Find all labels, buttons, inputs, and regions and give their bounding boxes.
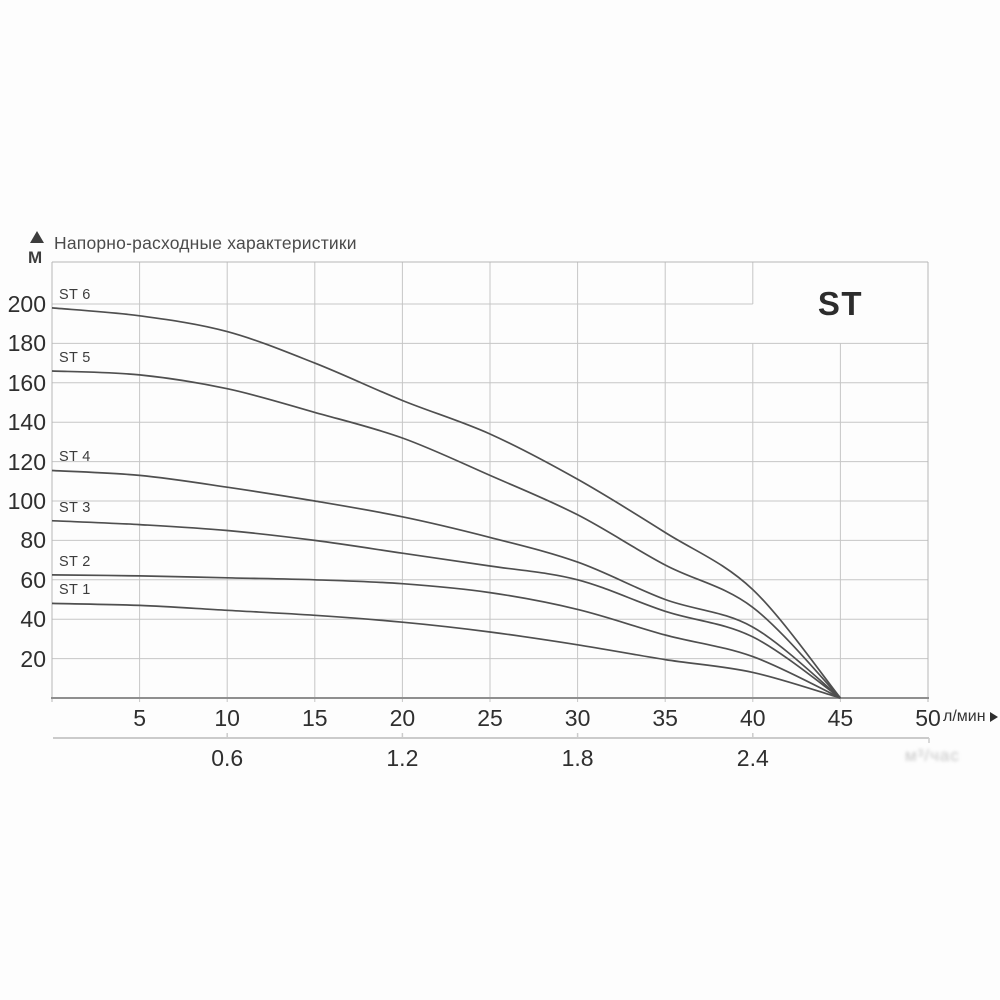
y-tick-label-60: 60 xyxy=(20,566,46,593)
curve-st-5 xyxy=(51,370,842,699)
curve-label-st-3: ST 3 xyxy=(59,499,91,516)
curve-st-3 xyxy=(51,519,841,699)
y-tick-label-40: 40 xyxy=(20,606,46,633)
chart-title: Напорно-расходные характеристики xyxy=(54,233,357,253)
x-tick-label-30: 30 xyxy=(564,705,591,731)
curve-st-4 xyxy=(51,469,841,699)
flow-axis-unit-label: л/мин xyxy=(943,708,986,725)
y-tick-label-20: 20 xyxy=(20,645,46,672)
curve-label-st-2: ST 2 xyxy=(59,553,91,570)
x2-tick-label-0.6: 0.6 xyxy=(211,745,244,771)
curve-st-6 xyxy=(51,307,842,699)
pump-family-label: ST xyxy=(817,285,864,322)
x2-tick-label-1.8: 1.8 xyxy=(561,745,594,771)
x-tick-label-20: 20 xyxy=(389,705,416,731)
x-tick-label-45: 45 xyxy=(827,705,854,731)
x2-tick-label-1.2: 1.2 xyxy=(386,745,419,771)
y-tick-label-100: 100 xyxy=(7,488,46,514)
x-tick-label-25: 25 xyxy=(477,705,503,731)
y-tick-label-200: 200 xyxy=(7,291,46,317)
head-axis-unit-label: М xyxy=(28,248,43,267)
y-tick-label-160: 160 xyxy=(7,369,46,396)
y-tick-label-80: 80 xyxy=(20,527,46,554)
secondary-axis-unit-label-faded: м³/час xyxy=(905,746,960,765)
curve-label-st-1: ST 1 xyxy=(59,582,91,599)
flow-axis-unit-wrap: л/мин xyxy=(943,708,998,726)
y-tick-label-140: 140 xyxy=(7,409,46,436)
pump-curves xyxy=(51,307,842,699)
curve-label-st-5: ST 5 xyxy=(59,349,91,366)
x-tick-label-35: 35 xyxy=(652,705,678,731)
y-tick-label-180: 180 xyxy=(7,330,46,357)
axis-lines xyxy=(51,261,930,743)
curve-label-st-6: ST 6 xyxy=(59,286,91,303)
x-tick-label-10: 10 xyxy=(214,705,240,731)
x-tick-label-40: 40 xyxy=(740,705,766,731)
x-tick-label-50: 50 xyxy=(915,705,941,731)
curve-st-2 xyxy=(51,574,841,699)
x-tick-label-5: 5 xyxy=(133,705,146,731)
curve-st-1 xyxy=(51,602,841,699)
x-tick-label-15: 15 xyxy=(302,705,328,731)
head-axis-arrow-icon xyxy=(30,231,44,243)
flow-axis-arrow-icon xyxy=(989,712,998,722)
y-tick-label-120: 120 xyxy=(7,448,46,475)
x2-tick-label-2.4: 2.4 xyxy=(736,745,769,771)
curve-label-st-4: ST 4 xyxy=(59,449,91,466)
grid-lines xyxy=(52,262,928,702)
